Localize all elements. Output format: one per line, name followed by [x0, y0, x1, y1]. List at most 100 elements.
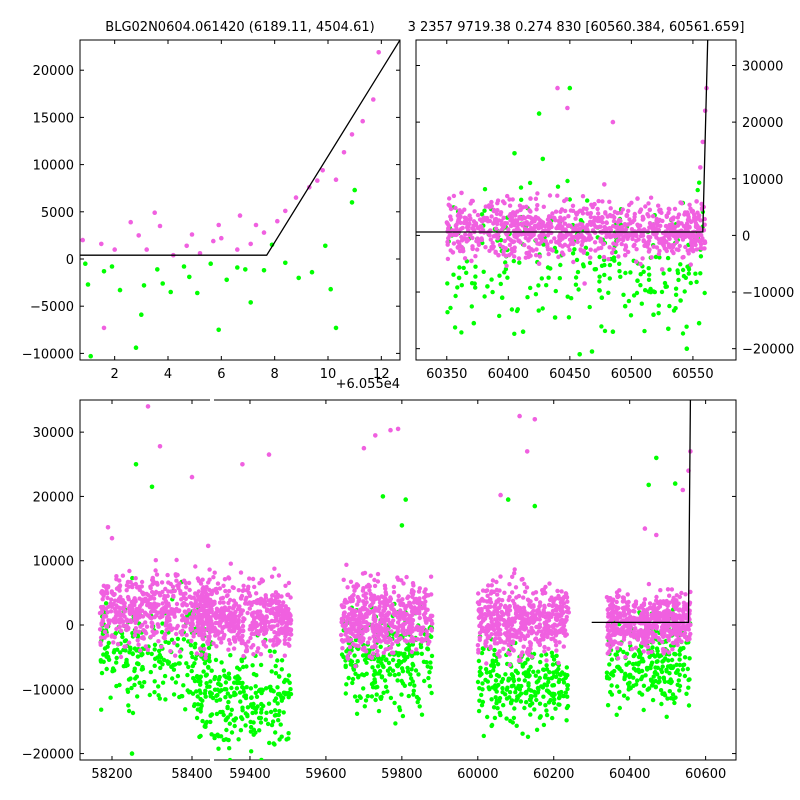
magenta-point: [407, 600, 413, 606]
green-point: [200, 698, 205, 703]
green-point: [597, 288, 602, 293]
magenta-point: [368, 573, 373, 578]
magenta-point: [537, 254, 543, 259]
green-point: [495, 706, 500, 711]
green-point: [503, 266, 509, 272]
green-point: [492, 652, 497, 657]
green-point: [228, 712, 233, 717]
green-point: [258, 662, 264, 668]
magenta-point: [512, 254, 517, 259]
magenta-point: [490, 246, 495, 251]
green-point: [525, 657, 530, 662]
green-point: [259, 690, 264, 696]
magenta-point: [130, 584, 135, 590]
green-point: [237, 690, 243, 695]
green-point: [202, 661, 208, 666]
magenta-point: [197, 251, 203, 256]
magenta-point: [236, 620, 241, 625]
green-point: [643, 288, 648, 293]
green-point: [263, 686, 269, 691]
magenta-point: [177, 608, 182, 613]
green-point: [196, 678, 202, 683]
magenta-point: [504, 610, 509, 616]
magenta-point: [371, 651, 376, 656]
magenta-cloud: [604, 581, 693, 661]
green-point: [698, 271, 703, 276]
magenta-point: [357, 597, 362, 602]
magenta-point: [128, 579, 133, 585]
magenta-point: [221, 613, 227, 618]
magenta-point: [429, 618, 434, 623]
green-point: [344, 649, 349, 654]
magenta-point: [640, 233, 646, 238]
magenta-point: [458, 220, 463, 225]
green-point: [356, 673, 361, 679]
green-point: [558, 262, 563, 268]
magenta-point: [201, 603, 206, 608]
magenta-point: [637, 209, 642, 215]
magenta-point: [630, 231, 635, 237]
magenta-point: [486, 623, 491, 628]
green-point: [504, 687, 509, 692]
magenta-point: [506, 597, 511, 603]
magenta-point: [462, 215, 467, 220]
green-point: [478, 665, 483, 670]
magenta-point: [204, 603, 210, 609]
magenta-point: [596, 198, 601, 204]
magenta-point: [275, 623, 280, 628]
green-point: [248, 686, 254, 691]
magenta-point: [541, 204, 546, 209]
magenta-point: [128, 618, 133, 623]
green-point: [372, 680, 378, 685]
green-point: [631, 293, 637, 298]
green-point: [392, 672, 397, 678]
magenta-point: [360, 118, 366, 124]
magenta-point: [149, 616, 154, 621]
magenta-point: [174, 626, 179, 631]
magenta-point: [282, 637, 287, 643]
green-point: [655, 648, 660, 654]
magenta-point: [344, 619, 349, 624]
green-point: [361, 686, 366, 691]
green-point: [469, 304, 474, 309]
green-point: [189, 668, 194, 674]
green-point: [88, 353, 93, 359]
magenta-point: [154, 613, 159, 618]
magenta-point: [286, 580, 292, 586]
x-tick-label: 10: [320, 367, 337, 382]
magenta-point: [531, 591, 536, 596]
y-tick-label: 0: [66, 253, 74, 268]
green-point: [658, 688, 664, 693]
magenta-point: [232, 628, 237, 633]
magenta-point: [700, 139, 706, 145]
green-point: [405, 665, 410, 671]
magenta-point: [238, 610, 243, 615]
magenta-point: [383, 590, 388, 595]
green-point: [134, 674, 139, 679]
magenta-point: [561, 644, 566, 649]
magenta-point: [193, 591, 198, 596]
green-point: [205, 684, 210, 689]
magenta-point: [669, 587, 675, 592]
magenta-point: [123, 644, 128, 649]
green-point: [365, 694, 370, 699]
magenta-point: [251, 652, 256, 657]
green-point: [532, 707, 537, 712]
green-point: [677, 672, 682, 677]
magenta-point: [372, 577, 377, 583]
magenta-point: [206, 600, 211, 605]
magenta-point: [105, 595, 110, 601]
magenta-point: [568, 223, 573, 228]
magenta-point: [666, 210, 671, 216]
magenta-point: [606, 257, 611, 262]
green-point: [272, 742, 277, 747]
magenta-point: [496, 252, 501, 258]
magenta-point: [186, 608, 191, 613]
green-point: [412, 683, 417, 688]
green-point: [544, 712, 550, 718]
green-point: [646, 266, 651, 271]
magenta-point: [388, 645, 394, 650]
magenta-point: [345, 656, 351, 661]
magenta-point: [156, 639, 161, 644]
magenta-point: [679, 221, 684, 226]
